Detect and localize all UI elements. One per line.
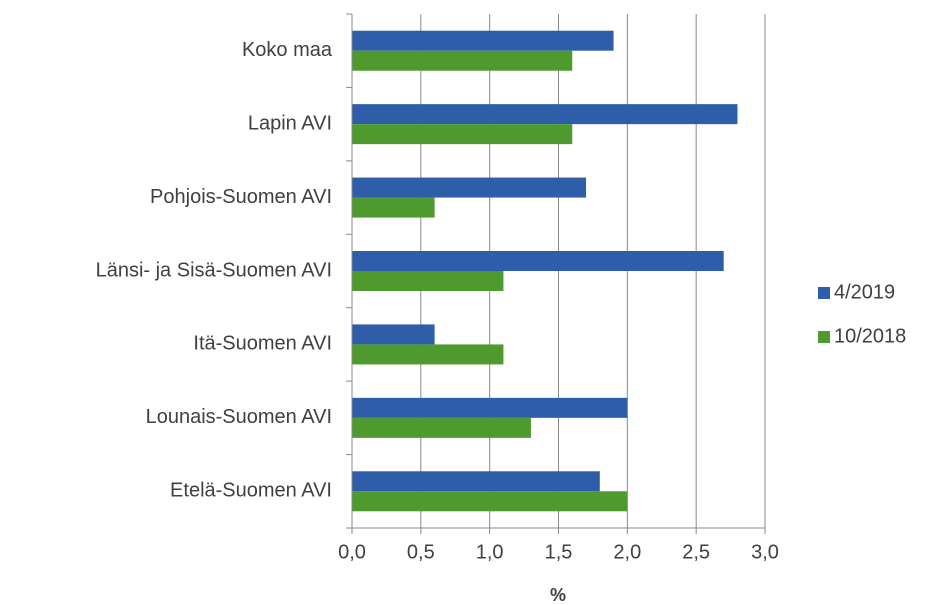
x-tick-label: 0,0 (338, 541, 366, 563)
y-tick-label: Lapin AVI (248, 112, 332, 134)
bar (352, 344, 504, 365)
bar (352, 124, 573, 145)
legend-label: 10/2018 (834, 325, 906, 347)
x-tick-label: 1,5 (545, 541, 573, 563)
x-tick-label: 2,0 (613, 541, 641, 563)
x-tick-label: 1,0 (476, 541, 504, 563)
bar (352, 177, 587, 198)
x-tick-label: 3,0 (751, 541, 779, 563)
bar (352, 271, 504, 291)
y-tick-label: Länsi- ja Sisä-Suomen AVI (96, 259, 332, 281)
legend-label: 4/2019 (834, 281, 895, 303)
bar (352, 251, 724, 271)
bar (352, 491, 628, 512)
x-tick-label: 2,5 (682, 541, 710, 563)
y-tick-label: Itä-Suomen AVI (193, 333, 332, 355)
bar (352, 197, 435, 218)
y-tick-label: Koko maa (242, 39, 333, 61)
bar (352, 324, 435, 345)
legend-swatch (818, 331, 830, 343)
y-tick-label: Pohjois-Suomen AVI (150, 186, 332, 208)
x-axis-label: % (550, 585, 566, 605)
legend-swatch (818, 287, 830, 299)
x-tick-label: 0,5 (407, 541, 435, 563)
bar (352, 30, 614, 51)
bar (352, 50, 573, 71)
y-tick-label: Lounais-Suomen AVI (146, 406, 332, 428)
bar (352, 417, 531, 438)
y-tick-label: Etelä-Suomen AVI (170, 480, 332, 502)
bar (352, 104, 738, 125)
bar (352, 471, 600, 492)
bar (352, 397, 628, 418)
